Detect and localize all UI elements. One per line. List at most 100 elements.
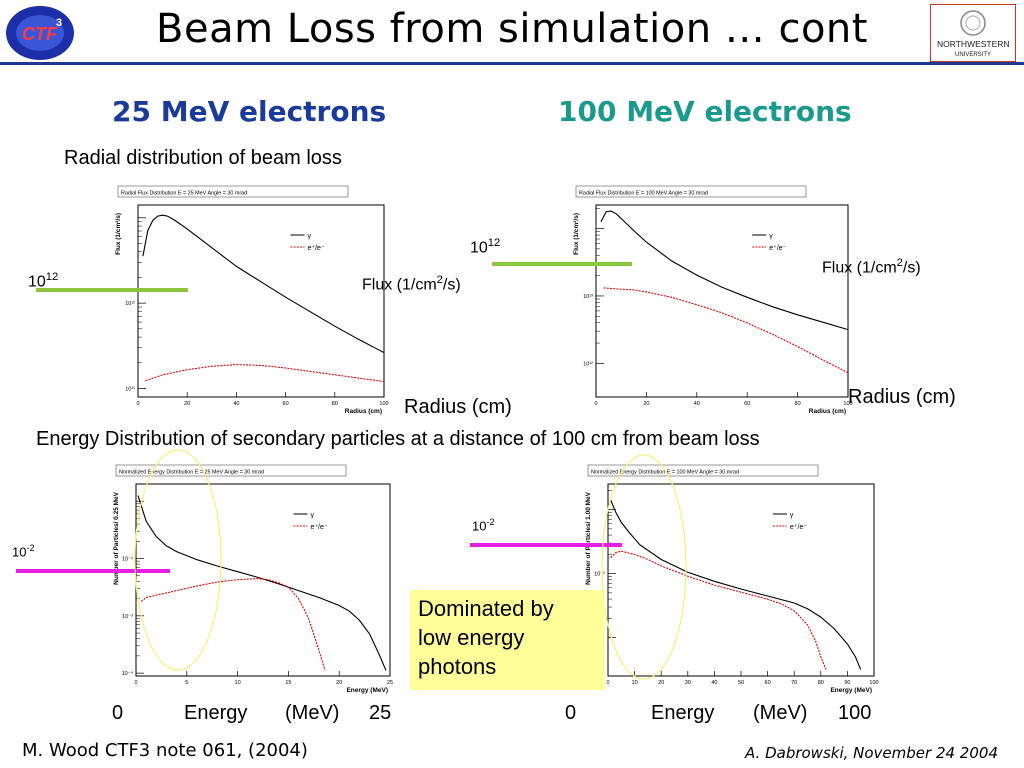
y-axis-label: Number of Particles/ 0.25 MeV [113,491,120,585]
y-tick-label: 10⁻⁴ [122,670,134,677]
series-gamma-line [137,495,387,671]
title-rule [0,62,1024,65]
series-electron-line [603,287,849,374]
left-energy-word: Energy [184,702,248,724]
x-tick-label: 15 [285,680,291,686]
x-tick-label: 100 [379,401,388,407]
y-tick-label: 10¹² [583,361,593,367]
right-energy-word: Energy [651,702,715,724]
x-tick-label: 20 [658,680,664,686]
plot-frame [135,483,391,677]
left-energy-zero: 0 [112,702,124,724]
northwestern-logo: NORTHWESTERN UNIVERSITY [930,4,1016,62]
series-electron-line [610,550,827,670]
legend-entry: γ [769,233,773,240]
note-line-2: low energy [418,625,525,650]
x-axis-label: Radius (cm) [345,408,382,415]
x-tick-label: 80 [818,680,824,686]
left-magenta-reference-line [16,569,170,573]
plot-frame [137,204,385,398]
x-tick-label: 10 [632,680,638,686]
x-axis-label: Energy (MeV) [830,687,872,694]
plot-title: Normalized Energy Distribution E = 25 Me… [119,470,264,476]
x-tick-label: 0 [136,401,139,407]
x-axis-label: Radius (cm) [809,408,846,415]
series-gamma-line [600,210,849,331]
left-green-reference-line [36,288,188,292]
plot-frame [607,483,875,677]
chart-radial-25mev: Radial Flux Distribution E = 25 MeV Angl… [115,185,389,415]
x-tick-label: 5 [185,680,188,686]
note-line-3: photons [418,654,497,679]
svg-text:CTF: CTF [22,24,58,44]
left-10-m2-label: 10-2 [12,543,35,560]
svg-text:3: 3 [56,17,62,29]
legend-entry: γ [790,512,794,519]
section-energy-label: Energy Distribution of secondary particl… [36,428,760,450]
left-radius-label: Radius (cm) [404,396,512,418]
right-energy-unit: (MeV) [753,702,808,724]
plot-frame [595,204,849,398]
legend-entry: e⁺/e⁻ [769,245,786,252]
y-axis-label: Flux (1/cm²/s) [573,213,580,255]
y-tick-label: 10¹³ [583,294,593,300]
x-tick-label: 80 [795,401,801,407]
svg-text:UNIVERSITY: UNIVERSITY [955,52,991,58]
right-10-m2-label: 10-2 [472,517,495,534]
y-tick-label: 10¹¹ [125,386,135,392]
y-tick-label: 10⁻³ [122,614,133,620]
y-axis-label: Number of Particles/ 1.00 MeV [585,491,592,585]
x-tick-label: 60 [283,401,289,407]
x-tick-label: 100 [869,680,878,686]
plot-title: Normalized Energy Distribution E = 100 M… [591,470,739,476]
y-axis-label: Flux (1/cm²/s) [115,213,122,255]
left-energy-unit: (MeV) [285,702,340,724]
x-tick-label: 20 [184,401,190,407]
x-tick-label: 40 [233,401,239,407]
y-tick-label: 10⁻² [122,557,133,563]
y-tick-label: 10⁻² [594,572,605,578]
right-flux-label: Flux (1/cm2/s) [822,257,921,277]
x-tick-label: 0 [594,401,597,407]
legend-entry: γ [308,233,312,240]
note-line-1: Dominated by [418,596,554,621]
note-box: Dominated by low energy photons [410,590,605,690]
x-tick-label: 80 [332,401,338,407]
plot-title-box [117,185,349,198]
ctf3-logo: CTF 3 [4,4,76,62]
svg-text:NORTHWESTERN: NORTHWESTERN [937,39,1010,49]
right-green-reference-line [492,262,632,266]
x-tick-label: 40 [711,680,717,686]
footer-reference: M. Wood CTF3 note 061, (2004) [22,740,308,761]
y-tick-label: 10¹² [125,301,135,307]
subtitle-100mev: 100 MeV electrons [558,95,852,128]
section-radial-label: Radial distribution of beam loss [64,147,342,169]
legend-entry: e⁺/e⁻ [308,245,325,252]
x-tick-label: 25 [387,680,393,686]
series-gamma-line [610,499,862,670]
series-gamma-line [142,214,385,354]
x-tick-label: 30 [685,680,691,686]
right-10-12-label: 1012 [470,237,501,257]
x-tick-label: 20 [336,680,342,686]
x-tick-label: 40 [694,401,700,407]
x-tick-label: 70 [791,680,797,686]
chart-radial-100mev: Radial Flux Distribution E = 100 MeV Ang… [573,185,853,415]
left-energy-max: 25 [369,702,392,724]
x-tick-label: 50 [738,680,744,686]
chart-energy-100mev: Normalized Energy Distribution E = 100 M… [585,464,879,694]
x-tick-label: 60 [765,680,771,686]
chart-energy-25mev: Normalized Energy Distribution E = 25 Me… [113,464,393,694]
series-electron-line [140,578,326,671]
legend-entry: e⁺/e⁻ [790,524,807,531]
series-electron-line [145,364,385,383]
footer-author-date: A. Dabrowski, November 24 2004 [745,744,998,762]
right-highlight-ellipse [601,454,687,680]
plot-title-box [115,464,347,477]
left-flux-label: Flux (1/cm2/s) [362,274,461,294]
right-magenta-reference-line [470,543,622,547]
plot-title-box [587,464,819,477]
x-tick-label: 60 [744,401,750,407]
x-tick-label: 100 [843,401,852,407]
right-energy-zero: 0 [565,702,577,724]
